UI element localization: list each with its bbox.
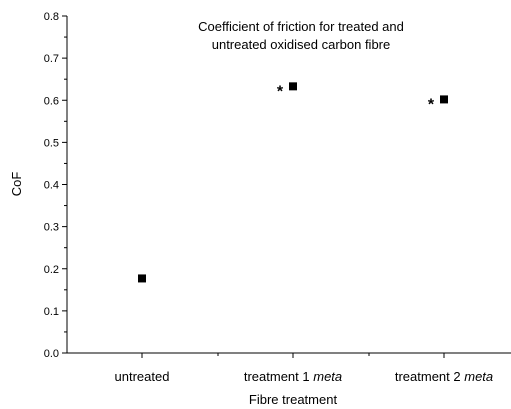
y-tick-label: 0.6 [44, 95, 59, 107]
data-points [138, 82, 448, 283]
data-point [289, 82, 297, 91]
x-axis-ticks [141, 353, 445, 358]
x-category-label-text: treatment 1 [244, 369, 313, 384]
x-category-label: treatment 1 meta [244, 369, 342, 384]
significance-marker: * [277, 83, 284, 100]
y-tick-label: 0.2 [44, 264, 59, 276]
x-axis-title: Fibre treatment [249, 392, 338, 407]
data-point [138, 274, 146, 283]
y-tick-label: 0.7 [44, 53, 59, 65]
x-category-label-emphasis: meta [313, 369, 342, 384]
y-tick-label: 0.5 [44, 137, 59, 149]
data-point [440, 95, 448, 104]
significance-marker: * [428, 96, 435, 113]
x-category-label: untreated [115, 369, 170, 384]
chart-title-line-2: untreated oxidised carbon fibre [212, 37, 391, 52]
y-axis-ticks: 0.0 0.1 0.2 0.3 0.4 0.5 0.6 0.7 0.8 [44, 11, 67, 360]
x-category-label-text: untreated [115, 369, 170, 384]
y-tick-label: 0.3 [44, 222, 59, 234]
x-category-labels: untreated treatment 1 meta treatment 2 met… [115, 369, 494, 384]
x-category-label-text: treatment 2 [395, 369, 464, 384]
x-category-label-emphasis: meta [464, 369, 493, 384]
y-tick-label: 0.1 [44, 306, 59, 318]
y-tick-label: 0.0 [44, 348, 59, 360]
y-axis-title: CoF [9, 172, 24, 197]
data-annotations: ** [277, 83, 435, 113]
y-tick-label: 0.4 [44, 180, 59, 192]
x-category-label: treatment 2 meta [395, 369, 493, 384]
y-tick-label: 0.8 [44, 11, 59, 23]
chart-title-line-1: Coefficient of friction for treated and [198, 19, 404, 34]
